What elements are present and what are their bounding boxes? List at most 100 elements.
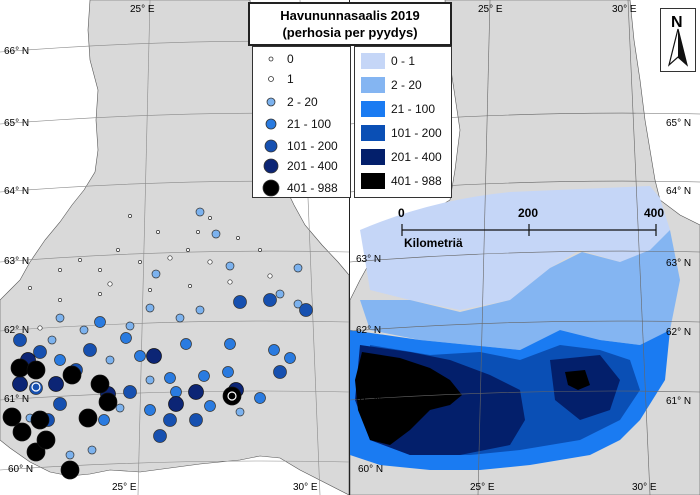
lat-label: 61° N <box>356 394 381 405</box>
trap-point <box>156 230 160 234</box>
trap-point <box>90 374 110 394</box>
trap-point <box>211 229 221 239</box>
trap-point <box>198 370 210 382</box>
trap-point <box>258 248 262 252</box>
lon-label: 30° E <box>632 482 657 493</box>
trap-point <box>188 384 204 400</box>
scale-unit: Kilometriä <box>404 236 463 250</box>
area-map: 65° N 64° N 63° N 63° N 62° N 62° N 61° … <box>350 0 700 495</box>
trap-point <box>275 289 285 299</box>
trap-point <box>98 414 110 426</box>
lat-label: 65° N <box>4 118 29 129</box>
scale-tick-0: 0 <box>398 206 405 220</box>
trap-point <box>116 248 120 252</box>
trap-point <box>195 207 205 217</box>
trap-point <box>208 216 212 220</box>
trap-point <box>299 303 313 317</box>
trap-point <box>188 284 192 288</box>
lat-label: 64° N <box>666 186 691 197</box>
lat-label: 65° N <box>666 118 691 129</box>
trap-point <box>293 263 303 273</box>
area-legend-label: 101 - 200 <box>391 126 442 140</box>
area-map-panel: 65° N 64° N 63° N 63° N 62° N 62° N 61° … <box>350 0 700 495</box>
trap-point <box>148 288 152 292</box>
trap-point <box>146 348 162 364</box>
scale-tick-400: 400 <box>644 206 664 220</box>
area-legend-swatch <box>361 101 385 117</box>
area-legend-label: 401 - 988 <box>391 174 442 188</box>
legend-label: 21 - 100 <box>287 117 332 131</box>
area-legend-label: 2 - 20 <box>391 78 422 92</box>
trap-point <box>2 407 22 427</box>
trap-point <box>167 255 173 261</box>
trap-point <box>125 321 135 331</box>
lat-label: 64° N <box>4 186 29 197</box>
trap-point <box>225 261 235 271</box>
lon-label: 25° E <box>112 482 137 493</box>
area-legend: 0 - 1 2 - 20 21 - 100 101 - 200 201 - 400 401… <box>354 46 452 198</box>
trap-point <box>120 332 132 344</box>
trap-point <box>284 352 296 364</box>
trap-point <box>268 344 280 356</box>
trap-point <box>195 305 205 315</box>
trap-point-ring <box>227 391 237 401</box>
trap-point <box>48 376 64 392</box>
trap-point <box>33 345 47 359</box>
trap-point <box>98 392 118 412</box>
legend-label: 201 - 400 <box>287 159 338 173</box>
lat-label: 63° N <box>356 254 381 265</box>
trap-point <box>36 430 56 450</box>
point-legend: 0 1 2 - 20 21 - 100 101 - 200 201 - 400 … <box>252 46 351 198</box>
trap-point <box>128 214 132 218</box>
trap-point <box>144 404 156 416</box>
trap-point <box>53 397 67 411</box>
map-title: Havununnasaalis 2019 (perhosia per pyydy… <box>248 2 452 46</box>
trap-point <box>222 386 242 406</box>
title-line-2: (perhosia per pyydys) <box>282 25 418 40</box>
area-legend-swatch <box>361 77 385 93</box>
trap-point <box>65 450 75 460</box>
trap-point <box>134 350 146 362</box>
trap-points <box>2 207 313 480</box>
lat-label: 63° N <box>4 256 29 267</box>
trap-point <box>94 316 106 328</box>
lat-label: 62° N <box>4 325 29 336</box>
trap-point <box>224 338 236 350</box>
trap-point <box>164 372 176 384</box>
trap-point <box>145 303 155 313</box>
scale-bar: 0 200 400 Kilometriä <box>398 206 664 250</box>
trap-point <box>175 313 185 323</box>
lat-label: 60° N <box>358 464 383 475</box>
trap-point <box>204 400 216 412</box>
trap-point <box>233 295 247 309</box>
trap-point <box>168 396 184 412</box>
title-line-1: Havununnasaalis 2019 <box>280 8 420 23</box>
trap-point <box>145 375 155 385</box>
legend-label: 0 <box>287 52 294 66</box>
trap-point <box>37 325 43 331</box>
area-legend-swatch <box>361 53 385 69</box>
area-legend-swatch <box>361 149 385 165</box>
trap-point <box>180 338 192 350</box>
trap-point <box>28 286 32 290</box>
trap-point <box>98 292 102 296</box>
trap-point <box>151 269 161 279</box>
trap-point <box>163 413 177 427</box>
trap-point <box>12 422 32 442</box>
trap-point <box>254 392 266 404</box>
trap-point <box>170 386 182 398</box>
zone-2-20 <box>360 230 680 350</box>
trap-point <box>10 358 30 378</box>
trap-point <box>227 279 233 285</box>
trap-point <box>98 268 102 272</box>
north-label: N <box>671 14 683 31</box>
lon-label: 25° E <box>478 4 503 15</box>
trap-point <box>58 268 62 272</box>
lat-label: 60° N <box>8 464 33 475</box>
lat-label: 66° N <box>4 46 29 57</box>
trap-point <box>107 281 113 287</box>
trap-point <box>263 293 277 307</box>
trap-point <box>47 335 57 345</box>
lat-label: 61° N <box>4 394 29 405</box>
trap-point <box>105 355 115 365</box>
